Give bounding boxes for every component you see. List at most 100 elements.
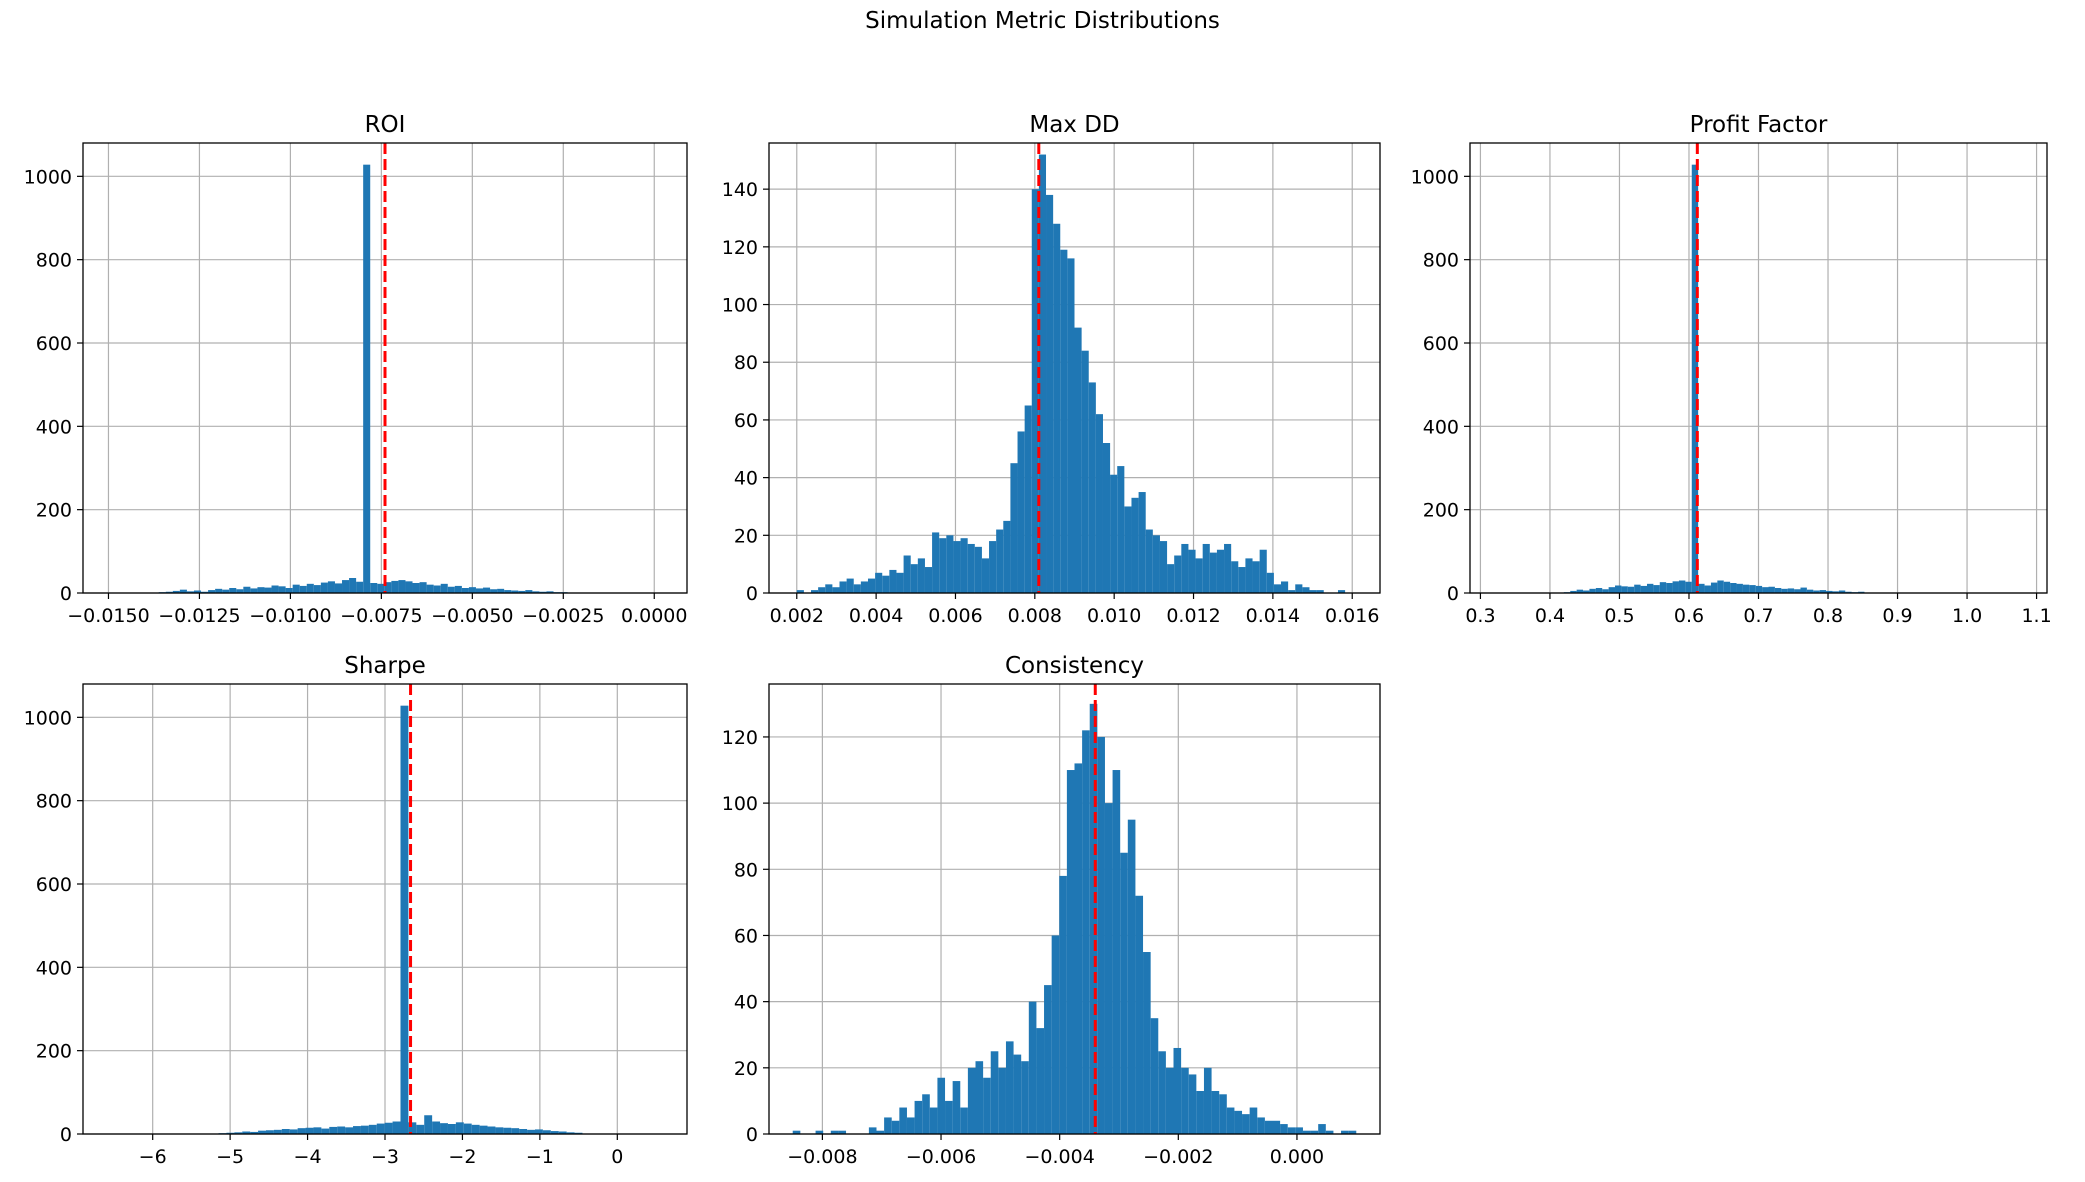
histogram-bar [1288, 590, 1296, 593]
histogram-bar [1110, 474, 1118, 593]
histogram-bar [250, 588, 258, 593]
subplot-title: Sharpe [344, 653, 425, 679]
histogram-bar [468, 587, 476, 593]
histogram-bar [208, 590, 216, 593]
y-tick-label: 600 [1423, 333, 1459, 355]
histogram-bar [1691, 164, 1699, 593]
histogram-bar [832, 587, 840, 593]
histogram-bar [1723, 581, 1731, 593]
histogram-bar [1570, 590, 1577, 593]
histogram-bar [566, 1132, 575, 1134]
histogram-bar [299, 585, 307, 593]
y-tick-label: 40 [734, 468, 758, 490]
x-tick-label: −0.0100 [249, 605, 331, 627]
subplot-title: ROI [365, 112, 406, 138]
histogram-bar [1167, 564, 1175, 593]
histogram-bar [1195, 558, 1203, 593]
histogram-bar [1159, 541, 1168, 593]
y-tick-label: 60 [734, 410, 758, 432]
x-tick-label: 0.8 [1813, 605, 1843, 627]
y-tick-label: 400 [36, 416, 72, 438]
histogram-bar [1074, 327, 1082, 593]
histogram-bar [363, 164, 371, 593]
histogram-bar [1219, 1094, 1227, 1134]
histogram-bar [792, 1130, 801, 1134]
x-tick-label: −0.0125 [158, 605, 240, 627]
histogram-bar [932, 532, 940, 593]
histogram-bar [981, 558, 990, 593]
histogram-bar [996, 529, 1004, 593]
histogram-bar [1044, 985, 1052, 1134]
subplot-title: Max DD [1029, 112, 1119, 138]
histogram-bar [236, 589, 244, 593]
histogram-bar [186, 591, 194, 593]
x-tick-label: −0.0075 [340, 605, 422, 627]
y-tick-label: 1000 [24, 707, 72, 729]
y-tick-label: 100 [722, 295, 758, 317]
histogram-bar [1838, 590, 1846, 593]
histogram-bar [1698, 583, 1705, 593]
subplot-4: −0.008 −0.006 −0.004 −0.002 0.000 0 20 40 60 80 10… [722, 653, 1381, 1168]
histogram-bar [1266, 572, 1274, 593]
histogram-bar [1216, 549, 1225, 593]
y-tick-label: 200 [36, 500, 72, 522]
histogram-bar [868, 1127, 877, 1134]
histogram-bar [454, 585, 462, 593]
histogram-bar [1188, 1074, 1197, 1134]
histogram-bar [1112, 770, 1121, 1134]
y-tick-label: 0 [746, 1124, 758, 1146]
histogram-bar [1595, 588, 1603, 593]
histogram-bar [924, 567, 933, 593]
histogram-bar [461, 588, 469, 593]
histogram-bar [796, 590, 804, 593]
histogram-bar [1013, 1054, 1022, 1134]
histogram-bar [511, 590, 519, 593]
x-tick-label: 0.010 [1087, 605, 1141, 627]
histogram-bar [426, 584, 434, 593]
histogram-bar [463, 1123, 472, 1134]
histogram-bar [289, 1129, 298, 1134]
histogram-bar [1238, 567, 1246, 593]
y-tick-label: 400 [1423, 416, 1459, 438]
histogram-bar [440, 583, 448, 593]
x-tick-label: −0.008 [787, 1146, 857, 1168]
histogram-bar [1583, 590, 1590, 593]
x-tick-label: 1.0 [1952, 605, 1982, 627]
histogram-bar [1127, 819, 1136, 1134]
histogram-bar [497, 588, 505, 593]
histogram-bar [1089, 703, 1098, 1134]
histogram-bar [193, 590, 202, 593]
histogram-bar [917, 558, 925, 593]
histogram-bar [1242, 1114, 1250, 1134]
histogram-bar [1755, 585, 1763, 593]
histogram-bar [400, 705, 409, 1134]
histogram-bar [1337, 590, 1346, 593]
histogram-bar [297, 1128, 306, 1134]
histogram-bar [278, 586, 286, 593]
subplot-1: 0.002 0.004 0.006 0.008 0.010 0.012 0.014 0.016… [722, 112, 1381, 627]
y-tick-label: 0 [746, 583, 758, 605]
histogram-bar [1245, 558, 1253, 593]
histogram-bar [910, 564, 918, 593]
y-tick-label: 120 [722, 237, 758, 259]
histogram-bar [1046, 194, 1054, 593]
histogram-bar [471, 1124, 480, 1134]
histogram-bar [815, 1130, 824, 1134]
histogram-bar [1252, 561, 1260, 593]
x-tick-label: 0.004 [849, 605, 903, 627]
histogram-bar [1717, 580, 1724, 593]
histogram-bar [825, 584, 833, 593]
x-tick-label: −0.002 [1143, 1146, 1213, 1168]
y-tick-label: 800 [36, 791, 72, 813]
y-tick-label: 200 [36, 1041, 72, 1063]
histogram-bar [1341, 1130, 1349, 1134]
histogram-bar [853, 584, 861, 593]
subplot-3: −6 −5 −4 −3 −2 −1 0 0 200 400 600 800 1000 Sharpe [24, 653, 688, 1168]
histogram-bar [1257, 1117, 1265, 1134]
y-tick-label: 0 [60, 1124, 72, 1146]
histogram-bar [1028, 1001, 1037, 1134]
histogram-bar [321, 1128, 330, 1134]
histogram-bar [1800, 587, 1807, 593]
